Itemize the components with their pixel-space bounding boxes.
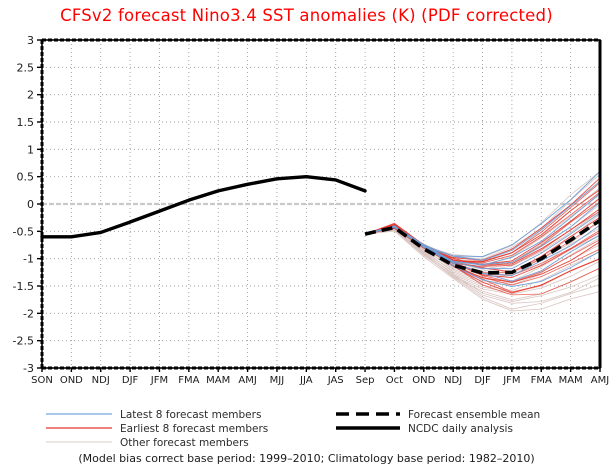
xtick-label: Oct xyxy=(386,375,403,386)
ytick-label: 1.5 xyxy=(17,116,35,129)
xtick-label: AMJ xyxy=(238,375,256,386)
xtick-label: NDJ xyxy=(444,375,462,386)
ytick-label: -0.5 xyxy=(13,225,34,238)
xtick-label: MAM xyxy=(559,375,583,386)
xtick-label: MJJ xyxy=(270,375,285,386)
xtick-label: JFM xyxy=(502,375,520,386)
ensemble-member-earliest xyxy=(364,223,601,296)
legend-label: NCDC daily analysis xyxy=(408,423,513,435)
xtick-label: SON xyxy=(31,375,53,386)
ytick-label: 0 xyxy=(27,198,34,211)
ytick-label: -2 xyxy=(23,307,34,320)
xtick-label: DJF xyxy=(122,375,139,386)
ytick-label: 1 xyxy=(27,143,34,156)
ytick-label: 3 xyxy=(27,34,34,47)
ensemble-member-other xyxy=(365,230,601,310)
legend-label: Forecast ensemble mean xyxy=(408,409,540,421)
xtick-label: Sep xyxy=(356,375,375,386)
ytick-label: 2 xyxy=(27,89,34,102)
xtick-label: JAS xyxy=(327,375,344,386)
xtick-label: OND xyxy=(412,375,435,386)
xtick-label: FMA xyxy=(531,375,552,386)
series-forecast-ensemble-mean xyxy=(364,218,602,275)
chart-title: CFSv2 forecast Nino3.4 SST anomalies (K)… xyxy=(60,6,553,25)
ensemble-member-other xyxy=(364,229,601,303)
plot-background xyxy=(42,40,600,368)
ensemble-member-other xyxy=(365,230,601,312)
ytick-label: 2.5 xyxy=(17,61,35,74)
xtick-label: AMJ xyxy=(591,375,609,386)
legend-label: Earliest 8 forecast members xyxy=(120,423,268,435)
xtick-label: JFM xyxy=(150,375,168,386)
xtick-label: OND xyxy=(60,375,83,386)
legend-label: Latest 8 forecast members xyxy=(120,409,261,421)
ytick-label: -1 xyxy=(23,253,34,266)
series-ncdc-daily-analysis xyxy=(40,174,367,239)
ytick-label: -1.5 xyxy=(13,280,34,293)
ytick-label: 0.5 xyxy=(17,171,35,184)
chart-caption: (Model bias correct base period: 1999–20… xyxy=(78,452,535,465)
xtick-label: MAM xyxy=(206,375,230,386)
ytick-label: -3 xyxy=(23,362,34,375)
xtick-label: JJA xyxy=(299,375,313,386)
xtick-label: NDJ xyxy=(92,375,110,386)
xtick-label: FMA xyxy=(178,375,199,386)
ytick-label: -2.5 xyxy=(13,335,34,348)
legend-label: Other forecast members xyxy=(120,437,249,449)
xtick-label: DJF xyxy=(474,375,491,386)
